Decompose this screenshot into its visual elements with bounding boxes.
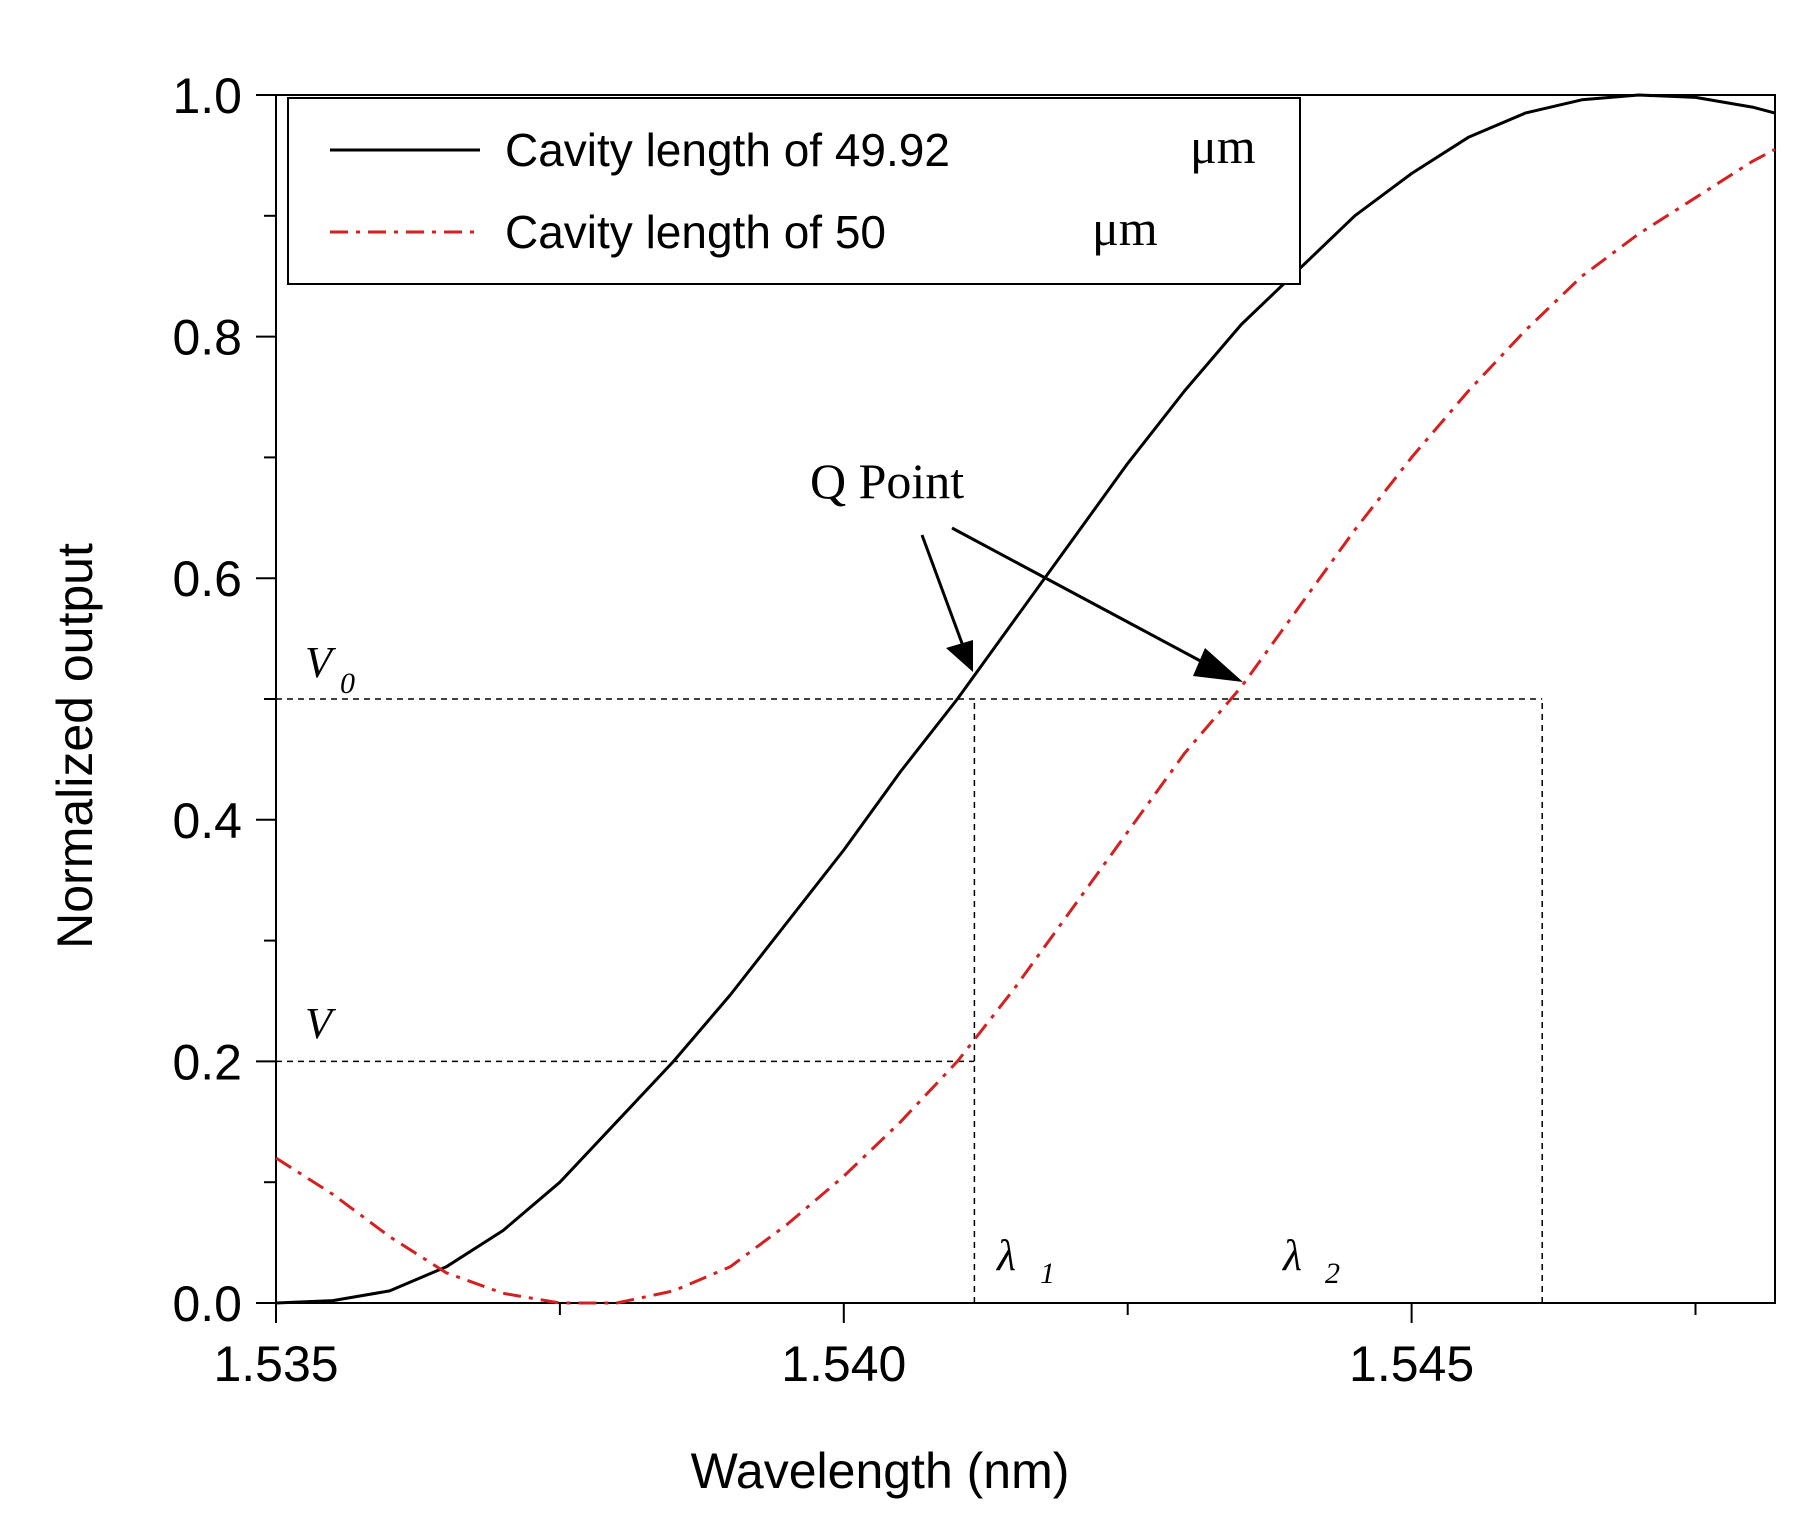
tick-labels-layer: 1.535 1.540 1.545 0.0 0.2 0.4 0.6 0.8 1.0 <box>172 68 1474 1392</box>
legend-box <box>287 97 1301 285</box>
legend: Cavity length of 49.92 μm Cavity length … <box>287 97 1301 285</box>
series-line-1 <box>275 93 1776 1305</box>
y-axis-title: Normalized output <box>47 543 103 949</box>
legend-unit-1: μm <box>1190 118 1256 174</box>
svg-text:V: V <box>305 638 337 687</box>
svg-text:V: V <box>305 999 337 1048</box>
series-layer <box>275 93 1776 1305</box>
y-tick-label: 0.0 <box>172 1276 242 1332</box>
q-point-label: Q Point <box>810 453 964 509</box>
svg-text:1: 1 <box>1040 1257 1055 1290</box>
q-arrow-1 <box>920 534 973 672</box>
y-tick-label: 0.6 <box>172 551 242 607</box>
svg-text:λ: λ <box>1281 1231 1302 1280</box>
svg-text:λ: λ <box>995 1231 1016 1280</box>
svg-text:0: 0 <box>340 667 355 700</box>
svg-text:2: 2 <box>1325 1257 1340 1290</box>
v0-label: V 0 <box>305 638 355 700</box>
series-line-2 <box>275 148 1776 1305</box>
lambda1-label: λ 1 <box>995 1231 1055 1290</box>
y-tick-label: 1.0 <box>172 68 242 124</box>
y-tick-label: 0.4 <box>172 793 242 849</box>
x-tick-label: 1.540 <box>781 1336 906 1392</box>
legend-label-2: Cavity length of 50 <box>505 206 886 258</box>
q-arrow-2 <box>951 526 1243 682</box>
x-tick-label: 1.545 <box>1349 1336 1474 1392</box>
legend-label-1: Cavity length of 49.92 <box>505 124 950 176</box>
lambda2-label: λ 2 <box>1281 1231 1340 1290</box>
legend-unit-2: μm <box>1092 200 1158 256</box>
x-tick-label: 1.535 <box>213 1336 338 1392</box>
y-tick-label: 0.2 <box>172 1034 242 1090</box>
y-tick-label: 0.8 <box>172 310 242 366</box>
x-axis-title: Wavelength (nm) <box>691 1443 1070 1499</box>
ticks-layer <box>256 94 1697 1323</box>
reference-lines <box>276 698 1543 1303</box>
v-label: V <box>305 999 337 1048</box>
